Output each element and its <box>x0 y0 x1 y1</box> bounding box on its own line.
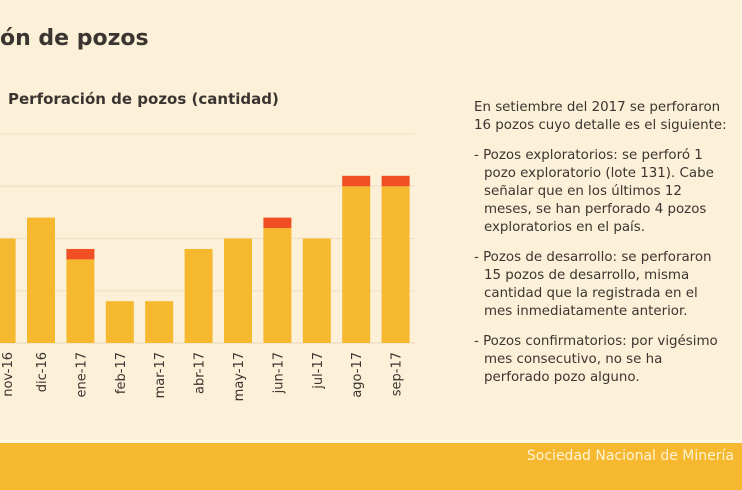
footer-band: Sociedad Nacional de Minería <box>0 440 742 490</box>
chart-title: Perforación de pozos (cantidad) <box>8 90 279 108</box>
bar-ene-17-series-2 <box>66 248 95 260</box>
intro-paragraph: En setiembre del 2017 se perforaron 16 p… <box>474 100 727 133</box>
bullet-exploratorios: - Pozos exploratorios: se perforó 1 pozo… <box>474 148 714 235</box>
bullet-confirmatorios: - Pozos confirmatorios: por vigésimo mes… <box>474 334 718 385</box>
bar-jun-17-series-1 <box>263 228 292 343</box>
bar-nov-16-series-1 <box>0 238 16 343</box>
bar-may-17-series-1 <box>224 238 252 343</box>
bar-ene-17-series-1 <box>66 259 95 343</box>
bar-sep-17-series-1 <box>381 186 410 343</box>
x-tick-label: nov-16 <box>1 352 16 397</box>
x-tick-label: sep-17 <box>390 352 405 396</box>
x-tick-label: feb-17 <box>114 352 129 394</box>
x-tick-label: ago-17 <box>350 352 365 398</box>
x-tick-label: jul-17 <box>311 352 326 390</box>
x-tick-label: dic-16 <box>35 352 50 392</box>
x-tick-label: abr-17 <box>193 352 208 394</box>
summary-text: En setiembre del 2017 se perforaron 16 p… <box>474 99 730 399</box>
x-tick-label: mar-17 <box>153 352 168 398</box>
slide-title: ón de pozos <box>0 26 149 51</box>
bar-ago-17-series-2 <box>342 175 371 187</box>
footer-organization: Sociedad Nacional de Minería <box>526 448 734 464</box>
bar-ago-17-series-1 <box>342 186 371 343</box>
bar-dic-16-series-1 <box>27 217 55 343</box>
bar-abr-17-series-1 <box>184 248 213 343</box>
bar-jun-17-series-2 <box>263 217 292 229</box>
bar-mar-17-series-1 <box>145 301 174 343</box>
bar-chart: nov-16 dic-16 ene-17 feb-17 mar-17 abr-17 may-… <box>0 133 415 401</box>
x-tick-label: ene-17 <box>74 352 89 397</box>
bar-sep-17-series-2 <box>381 175 410 187</box>
x-tick-label: jun-17 <box>271 352 286 394</box>
bar-feb-17-series-1 <box>105 301 134 343</box>
x-tick-label: may-17 <box>232 352 247 401</box>
bar-jul-17-series-1 <box>302 238 331 343</box>
bullet-desarrollo: - Pozos de desarrollo: se perforaron 15 … <box>474 250 712 319</box>
